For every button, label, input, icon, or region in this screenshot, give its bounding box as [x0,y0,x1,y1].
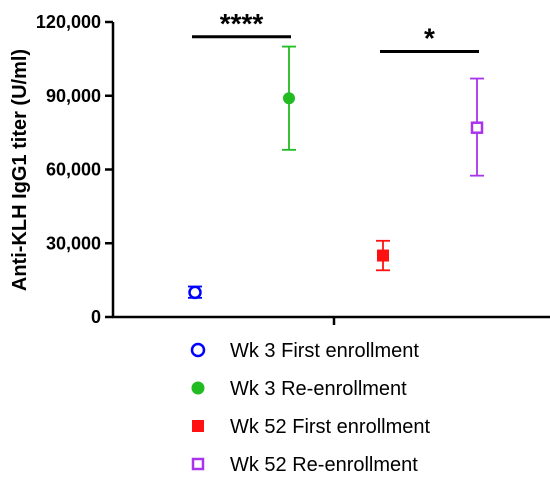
significance-label: **** [220,8,264,39]
y-tick-label: 90,000 [46,86,101,106]
data-point-4 [470,121,484,134]
data-point-1 [188,285,202,300]
y-tick-label: 0 [91,307,101,327]
y-axis-label: Anti-KLH IgG1 titer (U/ml) [9,49,31,291]
data-point-2 [283,92,295,105]
legend-marker-3 [192,420,204,432]
y-tick-label: 120,000 [36,12,101,32]
legend-marker-2 [191,381,205,395]
legend-label-1: Wk 3 First enrollment [230,340,419,362]
y-tick-label: 60,000 [46,160,101,180]
y-tick-label: 30,000 [46,233,101,253]
legend-label-4: Wk 52 Re-enrollment [230,454,418,476]
significance-label: * [424,23,435,54]
legend-label-3: Wk 52 First enrollment [230,416,430,438]
data-point-3 [377,249,389,262]
legend-marker-1 [190,342,206,358]
legend-label-2: Wk 3 Re-enrollment [230,378,407,400]
legend-marker-4 [191,457,205,471]
